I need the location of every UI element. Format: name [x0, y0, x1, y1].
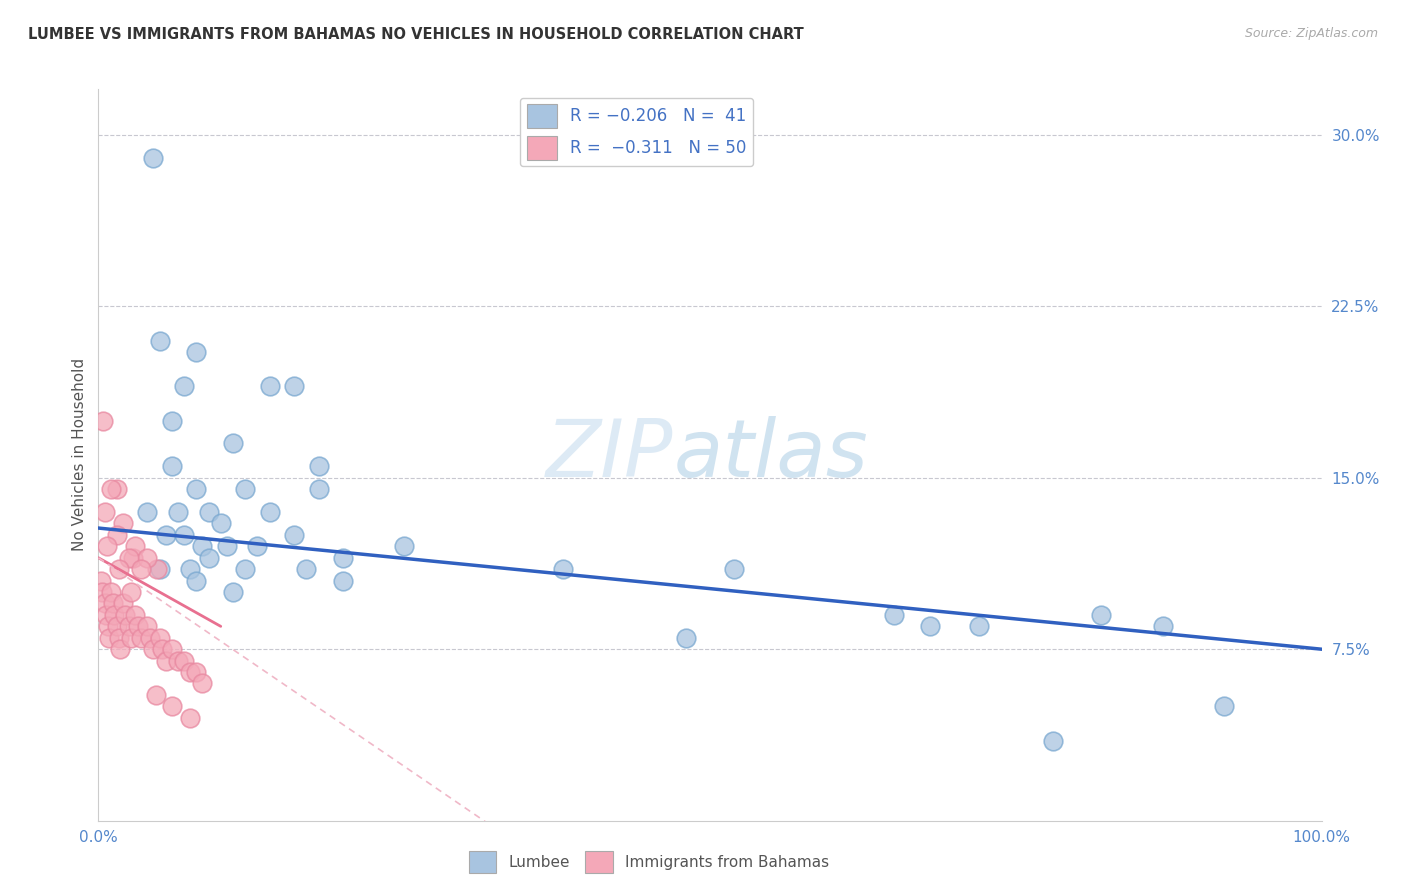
Point	[1042, 733, 1064, 747]
Point	[105, 619, 128, 633]
Text: ZIP: ZIP	[546, 416, 673, 494]
Point	[1152, 619, 1174, 633]
Point	[121, 550, 143, 565]
Point	[108, 562, 131, 576]
Legend: Lumbee, Immigrants from Bahamas: Lumbee, Immigrants from Bahamas	[463, 845, 835, 879]
Point	[332, 574, 354, 588]
Point	[103, 607, 125, 622]
Point	[136, 550, 159, 565]
Point	[146, 562, 169, 576]
Point	[179, 665, 201, 679]
Point	[149, 334, 172, 348]
Point	[160, 642, 183, 657]
Point	[100, 482, 122, 496]
Point	[124, 539, 146, 553]
Point	[105, 482, 128, 496]
Point	[93, 597, 115, 611]
Point	[967, 619, 990, 633]
Point	[1090, 607, 1112, 622]
Point	[179, 711, 201, 725]
Point	[108, 631, 131, 645]
Point	[723, 562, 745, 576]
Point	[222, 436, 245, 450]
Point	[120, 631, 142, 645]
Point	[1212, 699, 1234, 714]
Point	[129, 631, 152, 645]
Point	[105, 528, 128, 542]
Text: LUMBEE VS IMMIGRANTS FROM BAHAMAS NO VEHICLES IN HOUSEHOLD CORRELATION CHART: LUMBEE VS IMMIGRANTS FROM BAHAMAS NO VEH…	[28, 27, 804, 42]
Point	[155, 654, 177, 668]
Point	[91, 414, 114, 428]
Point	[120, 585, 142, 599]
Point	[110, 642, 132, 657]
Point	[136, 619, 159, 633]
Point	[197, 550, 219, 565]
Point	[127, 619, 149, 633]
Text: atlas: atlas	[673, 416, 868, 494]
Point	[136, 505, 159, 519]
Point	[160, 699, 183, 714]
Point	[675, 631, 697, 645]
Point	[94, 607, 117, 622]
Point	[118, 550, 141, 565]
Point	[173, 528, 195, 542]
Point	[160, 459, 183, 474]
Point	[259, 379, 281, 393]
Point	[91, 585, 114, 599]
Point	[167, 505, 190, 519]
Point	[186, 665, 208, 679]
Point	[920, 619, 942, 633]
Point	[129, 562, 152, 576]
Point	[233, 482, 256, 496]
Point	[142, 151, 165, 165]
Point	[90, 574, 112, 588]
Point	[222, 585, 245, 599]
Point	[197, 505, 219, 519]
Point	[160, 414, 183, 428]
Point	[96, 539, 118, 553]
Point	[295, 562, 318, 576]
Point	[308, 459, 330, 474]
Point	[259, 505, 281, 519]
Point	[155, 528, 177, 542]
Point	[100, 585, 122, 599]
Point	[191, 676, 214, 690]
Point	[167, 654, 190, 668]
Point	[101, 597, 124, 611]
Point	[149, 631, 172, 645]
Point	[191, 539, 214, 553]
Point	[111, 516, 134, 531]
Point	[883, 607, 905, 622]
Point	[173, 379, 195, 393]
Point	[332, 550, 354, 565]
Point	[209, 516, 232, 531]
Point	[215, 539, 238, 553]
Point	[186, 482, 208, 496]
Point	[124, 607, 146, 622]
Point	[98, 631, 121, 645]
Point	[186, 345, 208, 359]
Point	[233, 562, 256, 576]
Point	[111, 597, 134, 611]
Point	[283, 379, 305, 393]
Y-axis label: No Vehicles in Household: No Vehicles in Household	[72, 359, 87, 551]
Point	[118, 619, 141, 633]
Point	[553, 562, 575, 576]
Point	[308, 482, 330, 496]
Point	[139, 631, 162, 645]
Point	[114, 607, 136, 622]
Point	[392, 539, 416, 553]
Point	[283, 528, 305, 542]
Point	[142, 642, 165, 657]
Point	[150, 642, 173, 657]
Point	[97, 619, 120, 633]
Text: Source: ZipAtlas.com: Source: ZipAtlas.com	[1244, 27, 1378, 40]
Point	[186, 574, 208, 588]
Point	[145, 688, 167, 702]
Point	[149, 562, 172, 576]
Point	[173, 654, 195, 668]
Point	[179, 562, 201, 576]
Point	[246, 539, 269, 553]
Point	[93, 505, 115, 519]
